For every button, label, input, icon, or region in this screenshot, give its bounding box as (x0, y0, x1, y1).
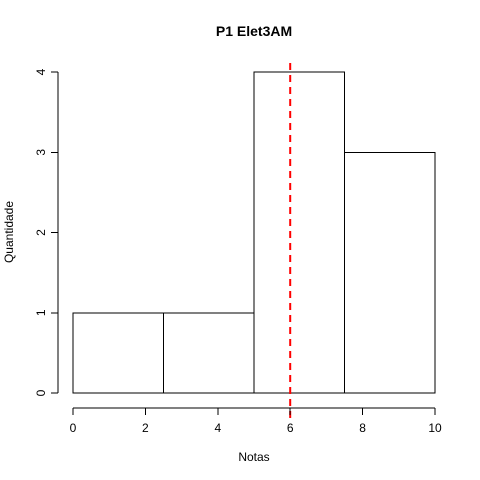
y-axis-label: Quantidade (2, 201, 16, 263)
x-axis-label: Notas (238, 450, 269, 464)
histogram-bar-2 (163, 312, 255, 394)
x-tick-label: 2 (142, 421, 149, 435)
x-tick-label: 0 (70, 421, 77, 435)
x-tick-label: 6 (287, 421, 294, 435)
x-axis: 0 2 4 6 8 10 (70, 407, 442, 435)
histogram-bar-3 (253, 71, 345, 394)
x-tick-label: 8 (359, 421, 366, 435)
chart-title: P1 Elet3AM (216, 23, 292, 39)
y-tick-label: 4 (34, 68, 48, 75)
y-axis: 0 1 2 3 4 (34, 68, 59, 396)
y-tick-label: 0 (34, 389, 48, 396)
histogram-bar-1 (72, 312, 164, 394)
histogram-bar-4 (344, 151, 436, 394)
y-tick-label: 1 (34, 309, 48, 316)
y-tick-label: 3 (34, 149, 48, 156)
bars-layer (72, 71, 436, 394)
y-tick-label: 2 (34, 229, 48, 236)
x-tick-label: 10 (428, 421, 442, 435)
x-tick-label: 4 (214, 421, 221, 435)
